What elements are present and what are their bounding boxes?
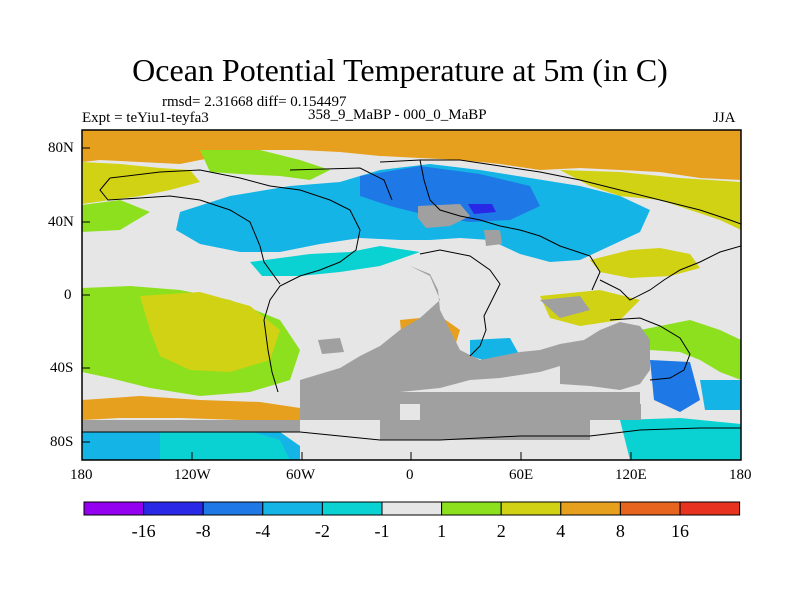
field-blue-north — [360, 166, 540, 222]
colorbar-swatch — [143, 501, 204, 516]
y-tick-label: 0 — [64, 287, 72, 303]
colorbar-swatch — [262, 501, 323, 516]
field-teal-eq — [250, 246, 420, 276]
y-tick-label: 40S — [50, 360, 74, 376]
colorbar-swatch — [441, 501, 502, 516]
map-field — [82, 130, 741, 460]
field-blue-se — [650, 360, 700, 412]
colorbar-swatch — [321, 501, 383, 516]
y-tick-label: 80N — [48, 140, 74, 156]
x-tick-label: 120E — [615, 467, 647, 483]
colorbar-label: 1 — [437, 521, 447, 541]
colorbar-swatch — [679, 501, 741, 516]
x-tick-label: 60E — [509, 467, 534, 483]
colorbar-label: 4 — [556, 521, 566, 541]
colorbar-label: 8 — [615, 521, 625, 541]
x-tick-label: 0 — [406, 467, 414, 483]
field-orange-s — [82, 396, 300, 420]
colorbar-label: -16 — [131, 521, 156, 541]
map-title: Ocean Potential Temperature at 5m (in C) — [132, 52, 668, 88]
field-deepblue-north — [468, 204, 496, 214]
stats-text: rmsd= 2.31668 diff= 0.154497 — [162, 94, 347, 110]
land-areas — [82, 204, 650, 440]
colorbar-swatch — [202, 501, 264, 516]
field-yellow-ne — [560, 170, 741, 230]
colorbar-swatch — [560, 501, 621, 516]
colorbar-swatch — [381, 501, 443, 516]
colorbar-label: -2 — [314, 521, 330, 541]
colorbar-swatch — [619, 501, 681, 516]
field-cyan-se — [700, 380, 741, 410]
colorbar-label: -4 — [255, 521, 271, 541]
comparison-text: 358_9_MaBP - 000_0_MaBP — [308, 107, 487, 123]
field-green-se — [640, 320, 741, 380]
field-yellow-sw — [140, 292, 280, 372]
coastlines — [82, 159, 741, 441]
field-green-w — [82, 200, 150, 232]
x-tick-label: 180 — [729, 467, 752, 483]
field-yellow-nw — [82, 162, 200, 204]
x-tick-label: 60W — [286, 467, 316, 483]
colorbar — [83, 501, 741, 516]
ticks — [81, 147, 742, 460]
field-green-n — [200, 150, 330, 180]
colorbar-swatch — [500, 501, 562, 516]
field-yellow-e — [590, 248, 700, 278]
y-tick-label: 80S — [50, 434, 74, 450]
colorbar-swatch — [83, 501, 145, 516]
x-tick-label: 180 — [70, 467, 93, 483]
y-tick-label: 40N — [48, 214, 74, 230]
colorbar-label: 2 — [496, 521, 506, 541]
colorbar-label: 16 — [671, 521, 689, 541]
colorbar-label: -8 — [195, 521, 211, 541]
field-cyan-north — [176, 164, 650, 262]
experiment-text: Expt = teYiu1-teyfa3 — [82, 110, 209, 126]
field-teal-se — [620, 418, 741, 460]
field-warm-north — [82, 130, 741, 180]
season-text: JJA — [713, 110, 736, 126]
x-tick-label: 120W — [174, 467, 211, 483]
colorbar-label: -1 — [374, 521, 390, 541]
